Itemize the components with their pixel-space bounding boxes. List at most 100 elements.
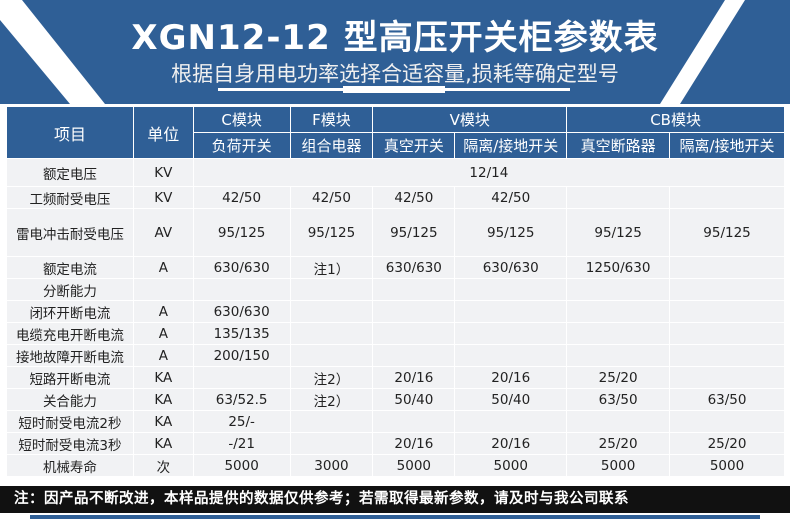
cell: 42/50: [289, 186, 374, 209]
cell: 3000: [289, 454, 374, 477]
cell: 630/630: [192, 300, 291, 323]
cell: 42/50: [192, 186, 291, 209]
cell: 63/50: [566, 388, 671, 411]
row-label: 额定电流: [6, 256, 134, 279]
row-unit: A: [132, 300, 194, 323]
header-item: 项目: [6, 106, 134, 159]
cell: [454, 322, 568, 345]
row-label: 闭环开断电流: [6, 300, 134, 323]
header-sub: 组合电器: [289, 132, 374, 159]
cell: 63/50: [669, 388, 785, 411]
row-label: 短路开断电流: [6, 366, 134, 389]
cell: 注1）: [289, 256, 374, 279]
cell: [289, 278, 374, 301]
row-unit: [132, 278, 194, 301]
cell: 95/125: [566, 208, 671, 257]
row-label: 雷电冲击耐受电压: [6, 208, 134, 257]
row-label: 工频耐受电压: [6, 186, 134, 209]
cell: [566, 322, 671, 345]
table-row: 额定电流 A 630/630 注1） 630/630 630/630 1250/630: [6, 256, 785, 279]
cell: 630/630: [192, 256, 291, 279]
cell: 42/50: [454, 186, 568, 209]
cell: [372, 278, 456, 301]
cell: 200/150: [192, 344, 291, 367]
cell: 25/20: [669, 432, 785, 455]
cell: [192, 278, 291, 301]
cell: [454, 410, 568, 433]
header-group: CB模块: [566, 106, 785, 133]
parameter-table: 项目 单位 C模块 F模块 V模块 CB模块 负荷开关 组合电器 真空开关 隔离/接地…: [6, 106, 786, 477]
table-row: 机械寿命次 5000 3000 5000 5000 5000 5000: [6, 454, 785, 477]
row-unit: KA: [132, 388, 194, 411]
row-label: 短时耐受电流3秒: [6, 432, 134, 455]
row-unit: KA: [132, 366, 194, 389]
table-row: 关合能力 KA 63/52.5 注2） 50/40 50/40 63/50 63/50: [6, 388, 785, 411]
cell: [566, 410, 671, 433]
cell: [566, 278, 671, 301]
header-sub: 隔离/接地开关: [669, 132, 785, 159]
cell: 95/125: [192, 208, 291, 257]
row-unit: KV: [132, 158, 194, 187]
header-sub: 隔离/接地开关: [454, 132, 568, 159]
header-group: V模块: [372, 106, 568, 133]
header-sub: 真空断路器: [566, 132, 671, 159]
bottom-line: [30, 515, 760, 519]
table-row: 额定电压 KV 12/14: [6, 158, 786, 187]
cell: [566, 186, 671, 209]
cell: 63/52.5: [192, 388, 291, 411]
row-label: 电缆充电开断电流: [6, 322, 134, 345]
cell: 42/50: [372, 186, 456, 209]
cell: 5000: [669, 454, 785, 477]
table-row: 短时耐受电流3秒 KA -/21 20/16 20/16 25/20 25/20: [6, 432, 785, 455]
divider-accent: [343, 86, 445, 93]
table-row: 短路开断电流 KA 注2） 20/16 20/16 25/20: [6, 366, 785, 389]
cell: 630/630: [372, 256, 456, 279]
table-row: 工频耐受电压 KV 42/50 42/50 42/50 42/50: [6, 186, 785, 209]
cell: 50/40: [372, 388, 456, 411]
cell: [669, 410, 785, 433]
cell: [669, 322, 785, 345]
cell: [289, 432, 374, 455]
header-sub: 负荷开关: [192, 132, 291, 159]
cell: [669, 278, 785, 301]
cell: [289, 410, 374, 433]
cell: [372, 344, 456, 367]
table-row: 闭环开断电流 A 630/630: [6, 300, 785, 323]
table-row: 接地故障开断电流 A 200/150: [6, 344, 785, 367]
cell: 20/16: [372, 366, 456, 389]
table-row: 雷电冲击耐受电压 AV 95/125 95/125 95/125 95/125 95/125…: [6, 208, 785, 257]
cell: 50/40: [454, 388, 568, 411]
cell: 20/16: [454, 432, 568, 455]
row-value: 12/14: [192, 158, 786, 187]
row-unit: KA: [132, 432, 194, 455]
cell: 25/-: [192, 410, 291, 433]
cell: [454, 278, 568, 301]
cell: [454, 300, 568, 323]
cell: 95/125: [289, 208, 374, 257]
row-label: 机械寿命: [6, 454, 134, 477]
row-label: 短时耐受电流2秒: [6, 410, 134, 433]
cell: 5000: [372, 454, 456, 477]
cell: 注2）: [289, 366, 374, 389]
cell: 注2）: [289, 388, 374, 411]
cell: [566, 300, 671, 323]
row-label: 接地故障开断电流: [6, 344, 134, 367]
cell: 20/16: [372, 432, 456, 455]
cell: [669, 186, 785, 209]
cell: 1250/630: [566, 256, 671, 279]
cell: 5000: [454, 454, 568, 477]
cell: 20/16: [454, 366, 568, 389]
header-group: F模块: [289, 106, 374, 133]
row-label: 关合能力: [6, 388, 134, 411]
cell: 5000: [192, 454, 291, 477]
cell: 135/135: [192, 322, 291, 345]
table-row: 短时耐受电流2秒 KA 25/-: [6, 410, 785, 433]
cell: [566, 344, 671, 367]
header-sub: 真空开关: [372, 132, 456, 159]
cell: [669, 256, 785, 279]
cell: -/21: [192, 432, 291, 455]
row-unit: A: [132, 322, 194, 345]
cell: [372, 410, 456, 433]
cell: 25/20: [566, 432, 671, 455]
row-label: 分断能力: [6, 278, 134, 301]
